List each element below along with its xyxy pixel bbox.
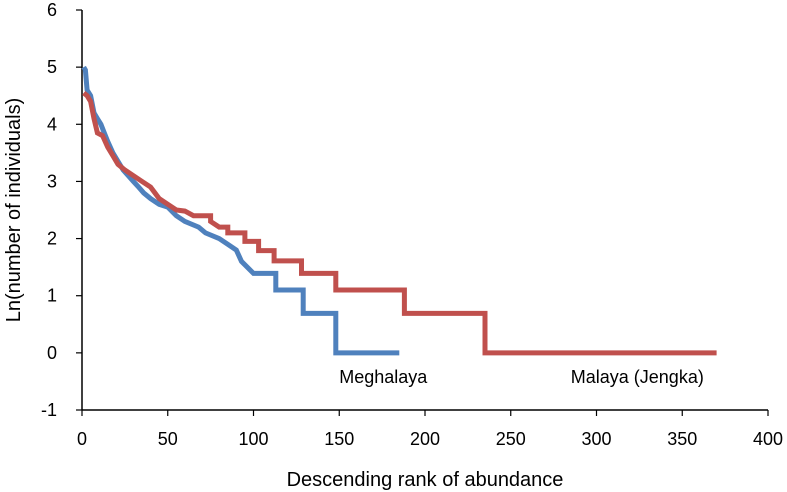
x-tick-label: 200 [410,429,440,449]
x-tick-label: 50 [158,429,178,449]
y-tick-label: 6 [47,0,57,20]
y-tick-label: 2 [47,229,57,249]
x-tick-label: 300 [581,429,611,449]
series-line-malaya-jengka [82,90,717,356]
y-tick-label: 1 [47,286,57,306]
x-tick-label: 400 [753,429,783,449]
series-layer [81,65,717,356]
x-axis-title: Descending rank of abundance [287,469,564,491]
series-label: Meghalaya [339,367,428,387]
y-tick-label: 4 [47,114,57,134]
x-tick-label: 100 [238,429,268,449]
y-axis-ticks: -1 0 1 2 3 4 5 6 [41,0,82,420]
series-label: Malaya (Jengka) [571,367,704,387]
x-tick-label: 0 [77,429,87,449]
x-tick-label: 350 [667,429,697,449]
annotation-layer: Meghalaya Malaya (Jengka) [339,367,704,387]
y-tick-label: -1 [41,400,57,420]
y-tick-label: 5 [47,57,57,77]
x-tick-label: 150 [324,429,354,449]
y-tick-label: 3 [47,171,57,191]
y-axis-title: Ln(number of individuals) [3,98,25,323]
x-axis-ticks: 0 50 100 150 200 250 300 350 400 [77,410,783,449]
series-line-meghalaya [81,65,400,356]
x-tick-label: 250 [496,429,526,449]
y-tick-label: 0 [47,343,57,363]
